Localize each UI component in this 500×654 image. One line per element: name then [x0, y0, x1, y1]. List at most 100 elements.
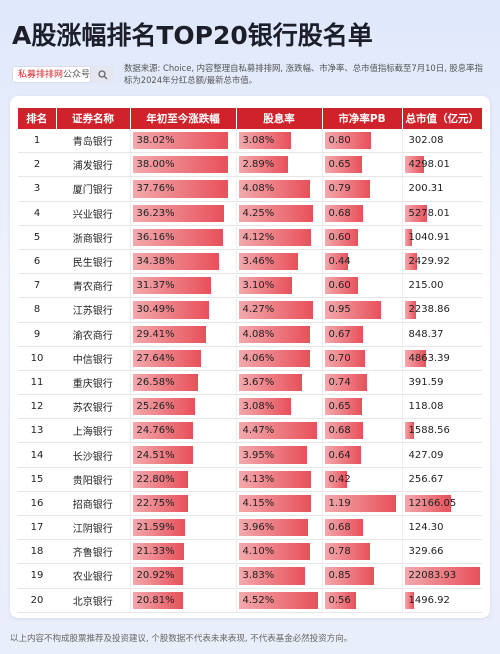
cell-pb-bar — [324, 156, 362, 174]
cell-market-cap-value: 302.08 — [408, 135, 444, 147]
cell-pb-value: 0.56 — [328, 594, 351, 606]
cell-market-cap-value: 5278.01 — [408, 207, 450, 219]
cell-change-value: 24.76% — [136, 425, 175, 437]
cell-dividend: 3.67% — [235, 370, 322, 396]
cell-dividend: 4.08% — [235, 176, 322, 202]
table-row: 12 苏农银行 25.26% 3.08% 0.65 118.08 — [18, 394, 482, 420]
cell-change-value: 22.80% — [136, 473, 175, 485]
table-row: 18 齐鲁银行 21.33% 4.10% 0.78 329.66 — [18, 539, 482, 565]
cell-dividend-bar — [238, 349, 310, 367]
cell-change-value: 36.23% — [136, 207, 175, 219]
cell-dividend: 4.25% — [235, 201, 322, 226]
cell-change: 20.81% — [129, 588, 236, 613]
cell-change-bar — [132, 567, 184, 585]
cell-dividend-bar — [238, 156, 288, 174]
cell-change-bar — [132, 519, 186, 537]
cell-rank: 12 — [18, 394, 56, 420]
cell-dividend-value: 4.47% — [242, 425, 275, 437]
cell-pb: 0.60 — [321, 273, 402, 299]
header-market-cap: 总市值（亿元） — [402, 108, 482, 129]
cell-rank: 15 — [18, 467, 56, 492]
table-row: 3 厦门银行 37.76% 4.08% 0.79 200.31 — [18, 176, 482, 202]
cell-pb: 1.19 — [321, 491, 402, 517]
cell-market-cap: 1496.92 — [401, 588, 482, 613]
cell-rank: 9 — [18, 322, 56, 347]
cell-market-cap-value: 329.66 — [408, 546, 444, 558]
cell-change: 34.38% — [129, 249, 236, 275]
cell-change: 36.16% — [129, 225, 236, 250]
cell-market-cap: 124.30 — [401, 515, 482, 541]
cell-market-cap: 329.66 — [401, 539, 482, 565]
cell-dividend-bar — [238, 277, 292, 295]
cell-market-cap: 22083.93 — [401, 563, 482, 589]
cell-change: 24.76% — [129, 418, 236, 444]
table-body: 1 青岛银行 38.02% 3.08% 0.80 302.08 2 浦发银行 38.00% 2.8… — [18, 129, 482, 613]
cell-pb-bar — [324, 446, 361, 464]
cell-dividend: 4.52% — [235, 588, 322, 613]
cell-pb-value: 0.85 — [328, 570, 351, 582]
header-name: 证券名称 — [56, 108, 131, 129]
cell-dividend-bar — [238, 422, 318, 440]
cell-change: 31.37% — [129, 273, 236, 299]
cell-pb-bar — [324, 132, 372, 150]
cell-change: 21.33% — [129, 539, 236, 565]
cell-change-bar — [132, 373, 199, 392]
cell-dividend-value: 3.96% — [242, 522, 275, 534]
cell-change: 38.02% — [129, 129, 236, 154]
cell-change-bar — [132, 398, 195, 416]
cell-pb: 0.65 — [321, 152, 402, 178]
search-button[interactable] — [90, 66, 114, 83]
cell-change-bar — [132, 446, 193, 464]
cell-name: 苏农银行 — [56, 394, 130, 420]
table-row: 4 兴业银行 36.23% 4.25% 0.68 5278.01 — [18, 201, 482, 226]
cell-name: 中信银行 — [56, 346, 130, 371]
cell-name: 江阴银行 — [56, 515, 130, 541]
cell-pb-value: 0.65 — [328, 159, 351, 171]
brand-suffix: 公众号 — [63, 70, 91, 80]
cell-pb-bar — [324, 519, 364, 537]
cell-change-value: 26.58% — [136, 376, 175, 388]
cell-market-cap-value: 1588.56 — [408, 425, 450, 437]
cell-change-bar — [132, 204, 224, 222]
table-row: 6 民生银行 34.38% 3.46% 0.44 2429.92 — [18, 249, 482, 275]
cell-market-cap-bar — [404, 494, 452, 512]
cell-change-value: 37.76% — [136, 183, 175, 195]
cell-change: 20.92% — [129, 563, 236, 589]
cell-dividend: 3.08% — [235, 394, 322, 420]
cell-dividend-value: 3.10% — [242, 280, 275, 292]
cell-name: 浙商银行 — [56, 225, 130, 250]
cell-market-cap-value: 4863.39 — [408, 352, 450, 364]
cell-market-cap-bar — [404, 591, 414, 609]
cell-market-cap-value: 391.59 — [408, 376, 444, 388]
cell-dividend-value: 3.95% — [242, 449, 275, 461]
cell-pb-value: 0.60 — [328, 231, 351, 243]
source-note: 数据来源: Choice, 内容整理自私募排排网, 涨跌幅、市净率、总市值指标截… — [124, 63, 483, 85]
cell-market-cap-value: 124.30 — [408, 522, 444, 534]
cell-rank: 18 — [18, 539, 56, 565]
cell-pb-bar — [324, 252, 349, 271]
cell-pb-value: 0.64 — [328, 449, 351, 461]
cell-dividend: 4.10% — [235, 539, 322, 565]
cell-pb-bar — [324, 422, 364, 440]
cell-market-cap-value: 200.31 — [408, 183, 444, 195]
cell-name: 农业银行 — [56, 563, 130, 589]
cell-change-bar — [132, 494, 189, 512]
cell-pb-bar — [324, 349, 365, 367]
cell-pb-bar — [324, 591, 356, 609]
cell-market-cap-bar — [404, 422, 415, 440]
cell-market-cap: 2429.92 — [401, 249, 482, 275]
table-row: 14 长沙银行 24.51% 3.95% 0.64 427.09 — [18, 442, 482, 468]
cell-pb: 0.79 — [321, 176, 402, 202]
cell-dividend-bar — [238, 180, 310, 198]
cell-change-bar — [132, 543, 185, 561]
table-row: 1 青岛银行 38.02% 3.08% 0.80 302.08 — [18, 129, 482, 154]
cell-change-value: 25.26% — [136, 401, 175, 413]
cell-name: 浦发银行 — [56, 152, 130, 178]
cell-market-cap-bar — [404, 228, 413, 246]
cell-market-cap-value: 427.09 — [408, 449, 444, 461]
cell-change-value: 34.38% — [136, 256, 175, 268]
cell-name: 青岛银行 — [56, 129, 130, 154]
cell-pb-value: 0.70 — [328, 352, 351, 364]
cell-dividend-value: 3.08% — [242, 401, 275, 413]
brand-search-box[interactable]: 私募排排网公众号 — [12, 66, 114, 83]
